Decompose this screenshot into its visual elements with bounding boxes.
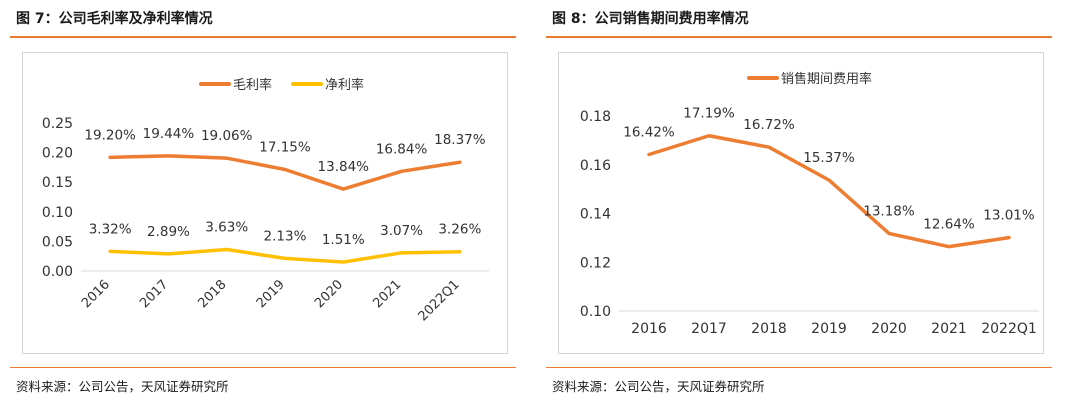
x-tick-label: 2021 [370, 277, 404, 311]
data-point [167, 154, 170, 158]
data-point [458, 250, 462, 253]
data-label: 13.18% [863, 203, 915, 219]
expense-ratio-chart: 0.10 0.12 0.14 0.16 0.18 2016 2017 2018 2019 2020… [580, 71, 1039, 337]
series-line [108, 154, 462, 191]
data-point [400, 251, 403, 255]
series-line [108, 247, 462, 264]
data-point [108, 156, 112, 159]
data-label: 3.07% [380, 223, 423, 239]
x-tick-label: 2017 [137, 277, 171, 311]
x-tick-label: 2016 [631, 321, 667, 337]
data-point [947, 245, 951, 248]
legend-label: 净利率 [325, 77, 364, 93]
data-point [767, 146, 771, 149]
data-label: 16.84% [376, 141, 428, 157]
legend-label: 毛利率 [233, 77, 272, 93]
figure-8-panel: 图 8：公司销售期间费用率情况 0.10 0.12 0.14 0.16 0.18 2016… [546, 0, 1066, 402]
data-point [458, 161, 462, 164]
x-tick-label: 2017 [691, 321, 727, 337]
source-note: 资料来源：公司公告，天风证券研究所 [16, 379, 229, 394]
data-point [887, 232, 891, 235]
x-tick-label: 2022Q1 [981, 321, 1037, 337]
data-label: 3.26% [438, 222, 481, 238]
data-label: 17.19% [683, 106, 735, 122]
data-label: 16.72% [743, 117, 795, 133]
data-point [225, 248, 228, 251]
y-tick-label: 0.20 [42, 146, 73, 162]
source-rule [10, 367, 516, 368]
margin-chart: 0.00 0.05 0.10 0.15 0.20 0.25 2016 2017 2018 2019… [42, 77, 489, 324]
data-point [707, 134, 711, 137]
figure-title: 图 8：公司销售期间费用率情况 [552, 11, 749, 27]
data-point [108, 250, 112, 253]
x-tick-label: 2022Q1 [416, 277, 463, 324]
x-tick-label: 2019 [254, 277, 288, 311]
y-tick-label: 0.18 [580, 109, 611, 125]
data-point [342, 187, 345, 191]
data-label: 13.84% [318, 159, 370, 175]
x-tick-label: 2021 [931, 321, 967, 337]
data-label: 2.13% [264, 228, 307, 244]
y-tick-label: 0.10 [42, 205, 73, 221]
chart-area: 0.10 0.12 0.14 0.16 0.18 2016 2017 2018 2019 2020… [558, 52, 1044, 354]
x-tick-label: 2018 [196, 277, 230, 311]
data-point [283, 257, 287, 260]
figure-title: 图 7：公司毛利率及净利率情况 [16, 11, 213, 27]
data-point [1007, 236, 1011, 239]
y-tick-label: 0.25 [42, 116, 73, 132]
data-label: 12.64% [923, 217, 975, 233]
data-label: 19.20% [84, 127, 136, 143]
x-tick-label: 2018 [751, 321, 787, 337]
data-point [647, 153, 651, 156]
y-tick-label: 0.12 [580, 255, 611, 271]
data-label: 16.42% [623, 125, 675, 141]
data-label: 3.32% [89, 221, 132, 237]
x-tick-label: 2020 [871, 321, 907, 337]
figure-7-panel: 图 7：公司毛利率及净利率情况 0.00 0.05 0.10 0.15 0.20 0.25… [10, 0, 530, 402]
source-note: 资料来源：公司公告，天风证券研究所 [552, 379, 765, 394]
legend-label: 销售期间费用率 [781, 71, 872, 87]
title-rule [10, 36, 516, 38]
data-label: 19.44% [143, 126, 195, 142]
data-point [342, 260, 345, 264]
y-tick-label: 0.00 [42, 264, 73, 280]
data-label: 2.89% [147, 224, 190, 240]
data-label: 19.06% [201, 128, 253, 144]
data-point [225, 156, 228, 160]
chart-area: 0.00 0.05 0.10 0.15 0.20 0.25 2016 2017 2018 2019… [22, 52, 508, 354]
y-tick-label: 0.05 [42, 234, 73, 250]
y-tick-label: 0.16 [580, 158, 611, 174]
source-rule [546, 367, 1052, 368]
data-point [827, 178, 831, 182]
data-point [167, 252, 170, 256]
data-label: 18.37% [434, 132, 486, 148]
x-tick-label: 2020 [312, 277, 346, 311]
data-point [400, 170, 403, 173]
y-tick-label: 0.10 [580, 304, 611, 320]
y-tick-label: 0.14 [580, 207, 611, 223]
y-tick-label: 0.15 [42, 175, 73, 191]
data-label: 3.63% [205, 220, 248, 236]
data-label: 13.01% [983, 208, 1035, 224]
data-label: 17.15% [259, 139, 311, 155]
data-label: 15.37% [803, 150, 855, 166]
data-label: 1.51% [322, 232, 365, 248]
data-point [283, 168, 287, 171]
x-tick-label: 2016 [79, 277, 113, 311]
x-tick-label: 2019 [811, 321, 847, 337]
title-rule [546, 36, 1052, 38]
